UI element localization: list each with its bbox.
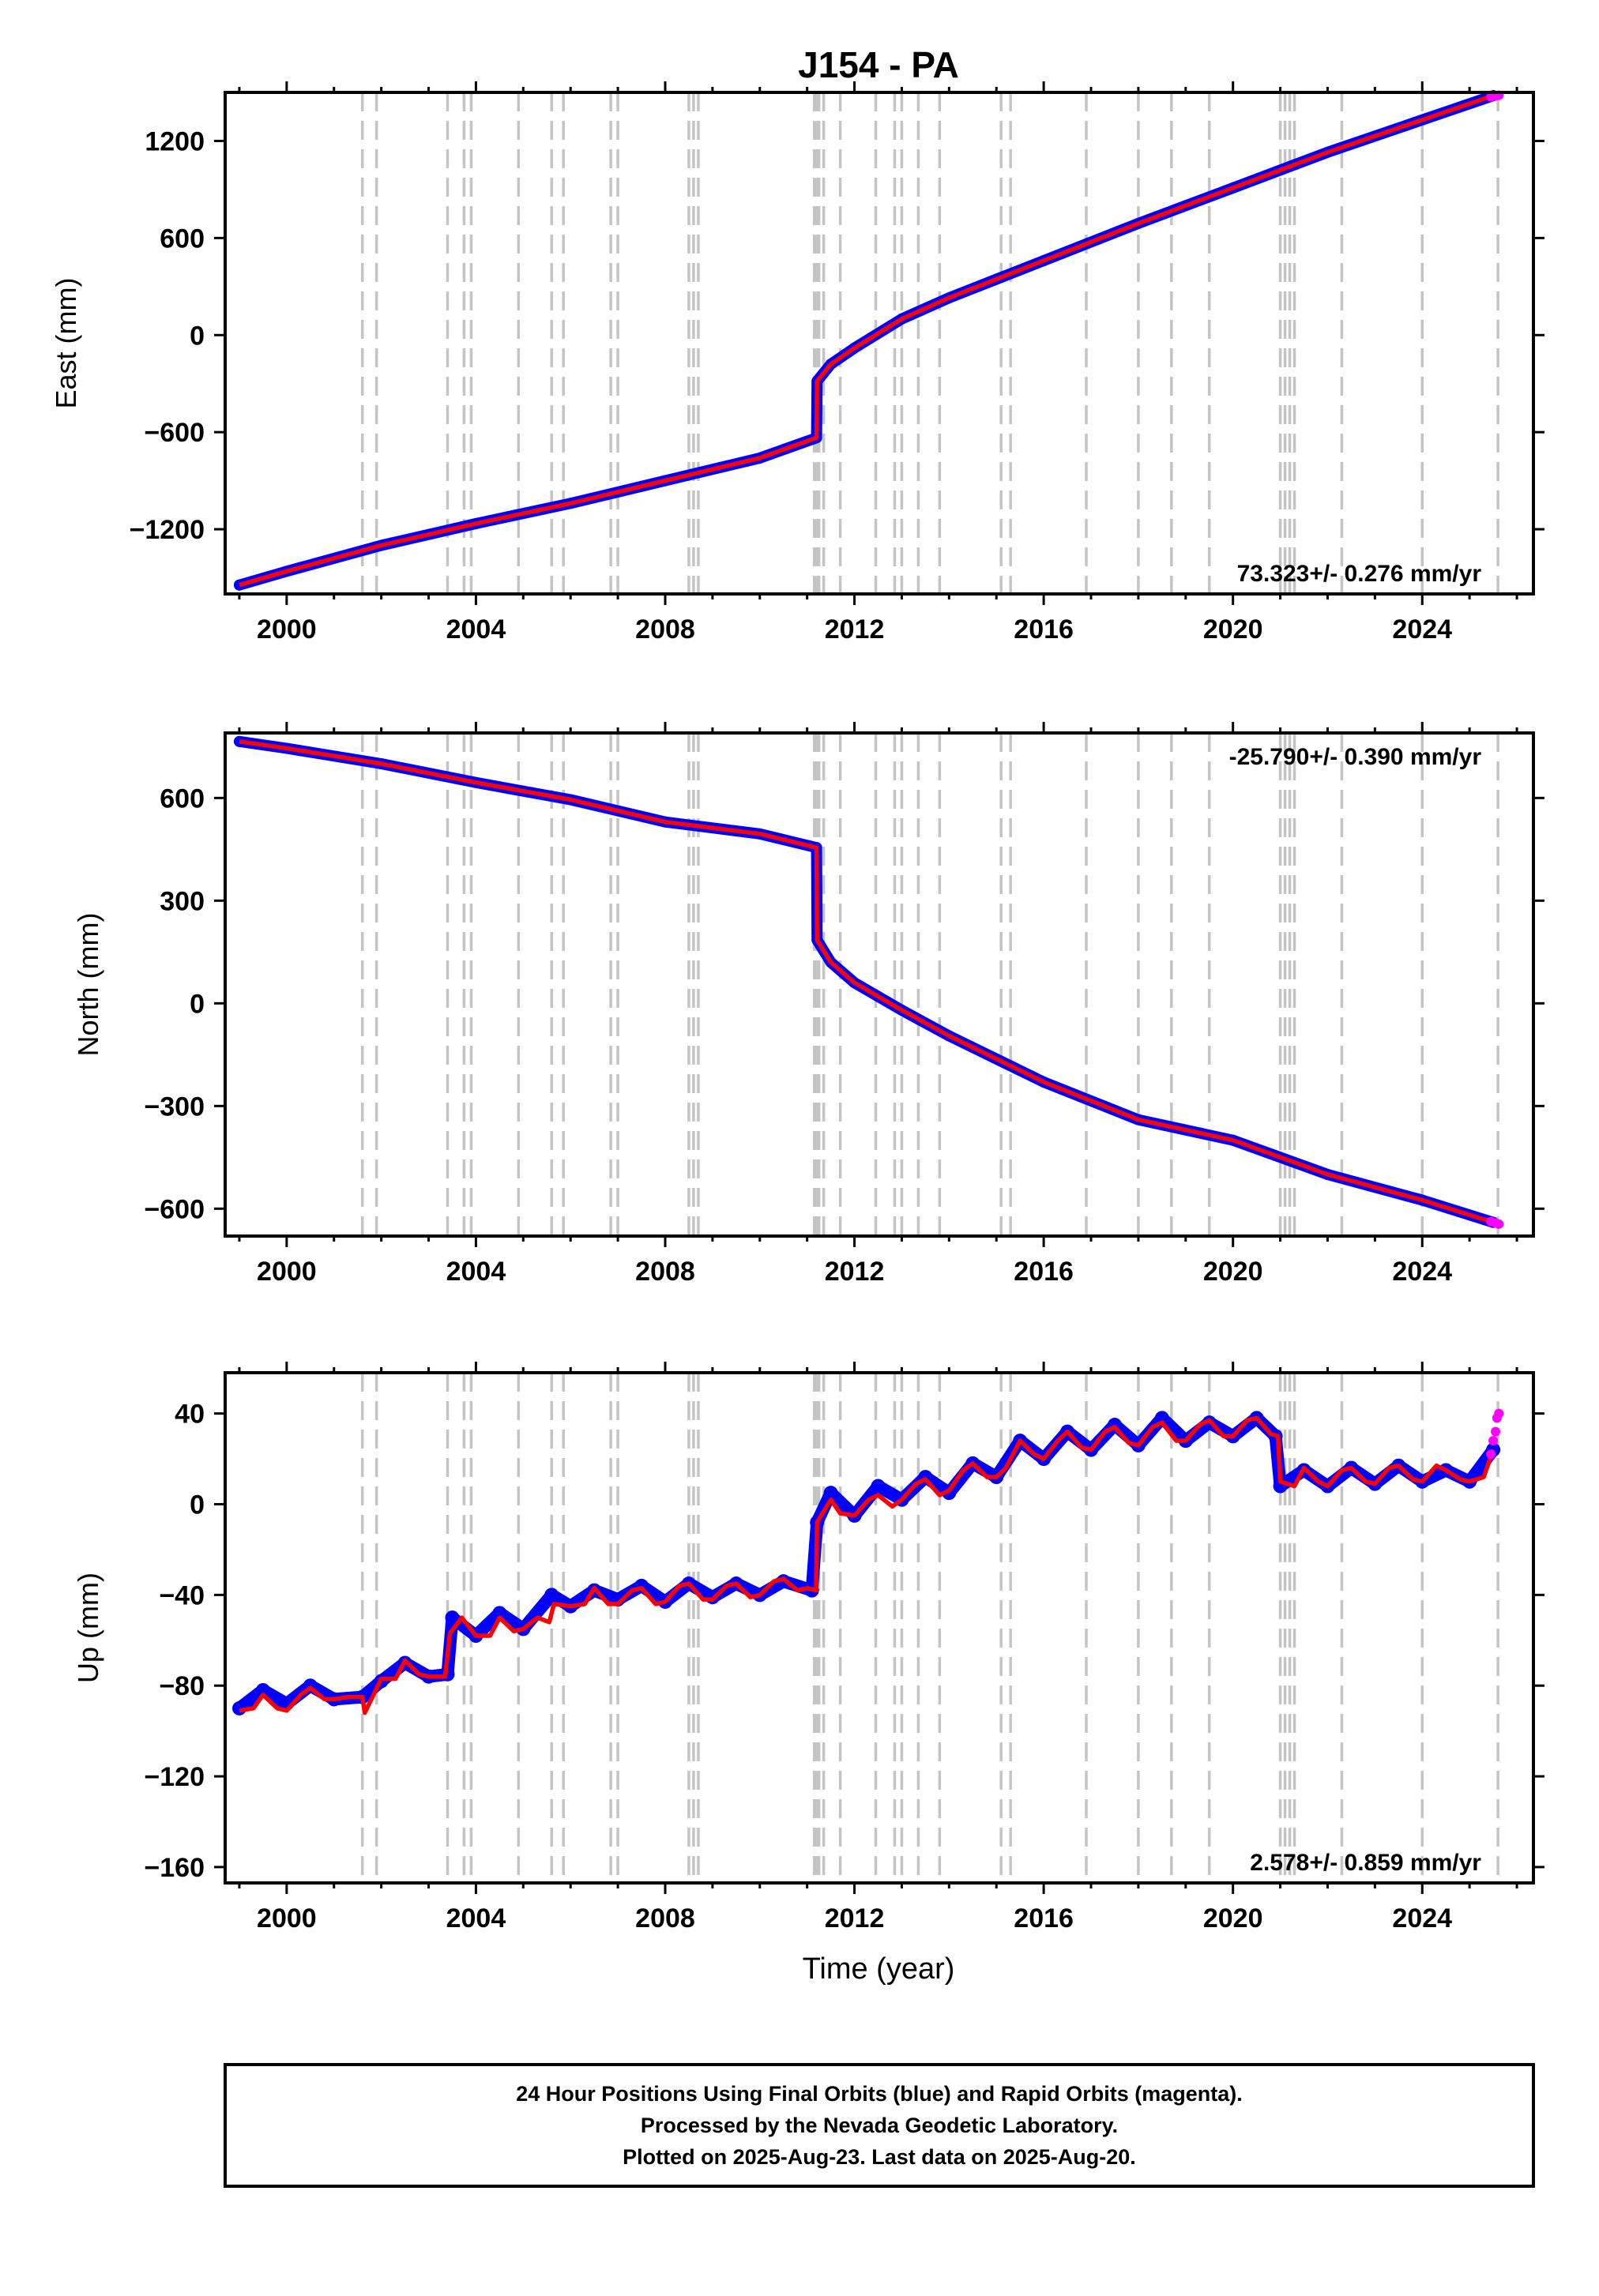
east-model-fit-line (239, 93, 1494, 588)
north-x-tick-label: 2024 (1392, 1257, 1452, 1287)
up-y-tick-label: −80 (159, 1671, 205, 1701)
north-x-tick-label: 2020 (1203, 1257, 1263, 1287)
up-rapid-orbit-point (1494, 1408, 1504, 1419)
east-x-tick-label: 2004 (446, 614, 506, 644)
up-final-orbit-point (544, 1588, 559, 1603)
up-x-tick-label: 2024 (1392, 1903, 1452, 1933)
east-plot-area (225, 92, 1533, 594)
east-y-tick-label: −1200 (130, 515, 205, 545)
north-y-tick-label: 300 (160, 886, 205, 916)
up-y-axis-label: Up (mm) (72, 1573, 104, 1683)
east-frame (224, 91, 1535, 596)
up-x-tick-label: 2008 (635, 1903, 695, 1933)
north-rapid-orbit-point (1494, 1219, 1504, 1229)
up-panel: 2000 2004 2008 2012 2016 2020 2024 40 0 −40 −80 −12… (72, 1362, 1544, 1933)
up-final-orbit-point (871, 1479, 886, 1494)
east-x-tick-label: 2024 (1392, 614, 1452, 644)
up-model-fit-line (239, 1415, 1496, 1715)
up-final-orbit-point (823, 1486, 838, 1501)
up-y-tick-label: 40 (175, 1400, 205, 1430)
up-final-orbit-point (492, 1606, 507, 1621)
up-x-tick-label: 2004 (446, 1903, 506, 1933)
up-rapid-orbit-point (1486, 1449, 1496, 1460)
up-rapid-orbit-point (1491, 1426, 1501, 1437)
east-x-tick-label: 2008 (635, 614, 695, 644)
north-x-tick-label: 2000 (257, 1257, 317, 1287)
up-rapid-orbit-point (1488, 1436, 1499, 1446)
up-x-tick-label: 2000 (257, 1903, 317, 1933)
x-axis-label: Time (year) (803, 1952, 955, 1986)
north-x-tick-label: 2008 (635, 1257, 695, 1287)
footer-box: 24 Hour Positions Using Final Orbits (bl… (224, 2063, 1535, 2188)
east-y-axis-label: East (mm) (50, 278, 82, 409)
up-y-tick-label: −160 (144, 1853, 205, 1883)
east-x-tick-label: 2000 (257, 614, 317, 644)
north-rate-label: -25.790+/- 0.390 mm/yr (1229, 744, 1482, 770)
north-frame (224, 731, 1535, 1238)
east-y-tick-label: −600 (144, 418, 205, 448)
north-y-tick-label: 0 (190, 989, 205, 1019)
east-rate-label: 73.323+/- 0.276 mm/yr (1237, 561, 1482, 587)
up-plot-area (225, 1373, 1533, 1883)
east-y-tick-label: 600 (160, 224, 205, 254)
chart-title: J154 - PA (798, 44, 959, 85)
footer-line-3: Plotted on 2025-Aug-23. Last data on 202… (623, 2145, 1136, 2169)
north-panel: 2000 2004 2008 2012 2016 2020 2024 600 300 0 −300 −… (72, 722, 1544, 1287)
footer-line-2: Processed by the Nevada Geodetic Laborat… (641, 2114, 1118, 2137)
north-y-tick-label: −600 (144, 1194, 205, 1224)
north-y-tick-label: 600 (160, 783, 205, 814)
up-x-tick-label: 2020 (1203, 1903, 1263, 1933)
up-final-orbit-point (1154, 1411, 1169, 1426)
north-final-orbit-point (233, 735, 245, 747)
east-x-tick-label: 2012 (825, 614, 885, 644)
east-y-tick-label: 1200 (145, 126, 205, 156)
footer-border (224, 2063, 1535, 2188)
east-x-tick-label: 2016 (1014, 614, 1074, 644)
east-x-tick-label: 2020 (1203, 614, 1263, 644)
footer-line-1: 24 Hour Positions Using Final Orbits (bl… (516, 2082, 1243, 2106)
up-y-tick-label: −40 (159, 1580, 205, 1610)
up-x-tick-label: 2016 (1014, 1903, 1074, 1933)
north-y-tick-label: −300 (144, 1092, 205, 1122)
north-y-axis-label: North (mm) (72, 913, 104, 1057)
up-final-orbit-point (255, 1682, 270, 1697)
up-frame (224, 1371, 1535, 1885)
north-x-tick-label: 2016 (1014, 1257, 1074, 1287)
north-plot-area (225, 733, 1533, 1236)
north-x-tick-label: 2004 (446, 1257, 506, 1287)
up-y-tick-label: −120 (144, 1762, 205, 1792)
north-model-fit-line (239, 739, 1494, 1225)
north-x-tick-label: 2012 (825, 1257, 885, 1287)
up-x-tick-label: 2012 (825, 1903, 885, 1933)
up-final-orbit-point (445, 1610, 460, 1625)
east-y-tick-label: 0 (190, 321, 205, 351)
up-rate-label: 2.578+/- 0.859 mm/yr (1250, 1850, 1481, 1876)
up-y-tick-label: 0 (190, 1490, 205, 1520)
east-panel: 2000 2004 2008 2012 2016 2020 2024 1200 600 0 −600… (50, 81, 1544, 644)
